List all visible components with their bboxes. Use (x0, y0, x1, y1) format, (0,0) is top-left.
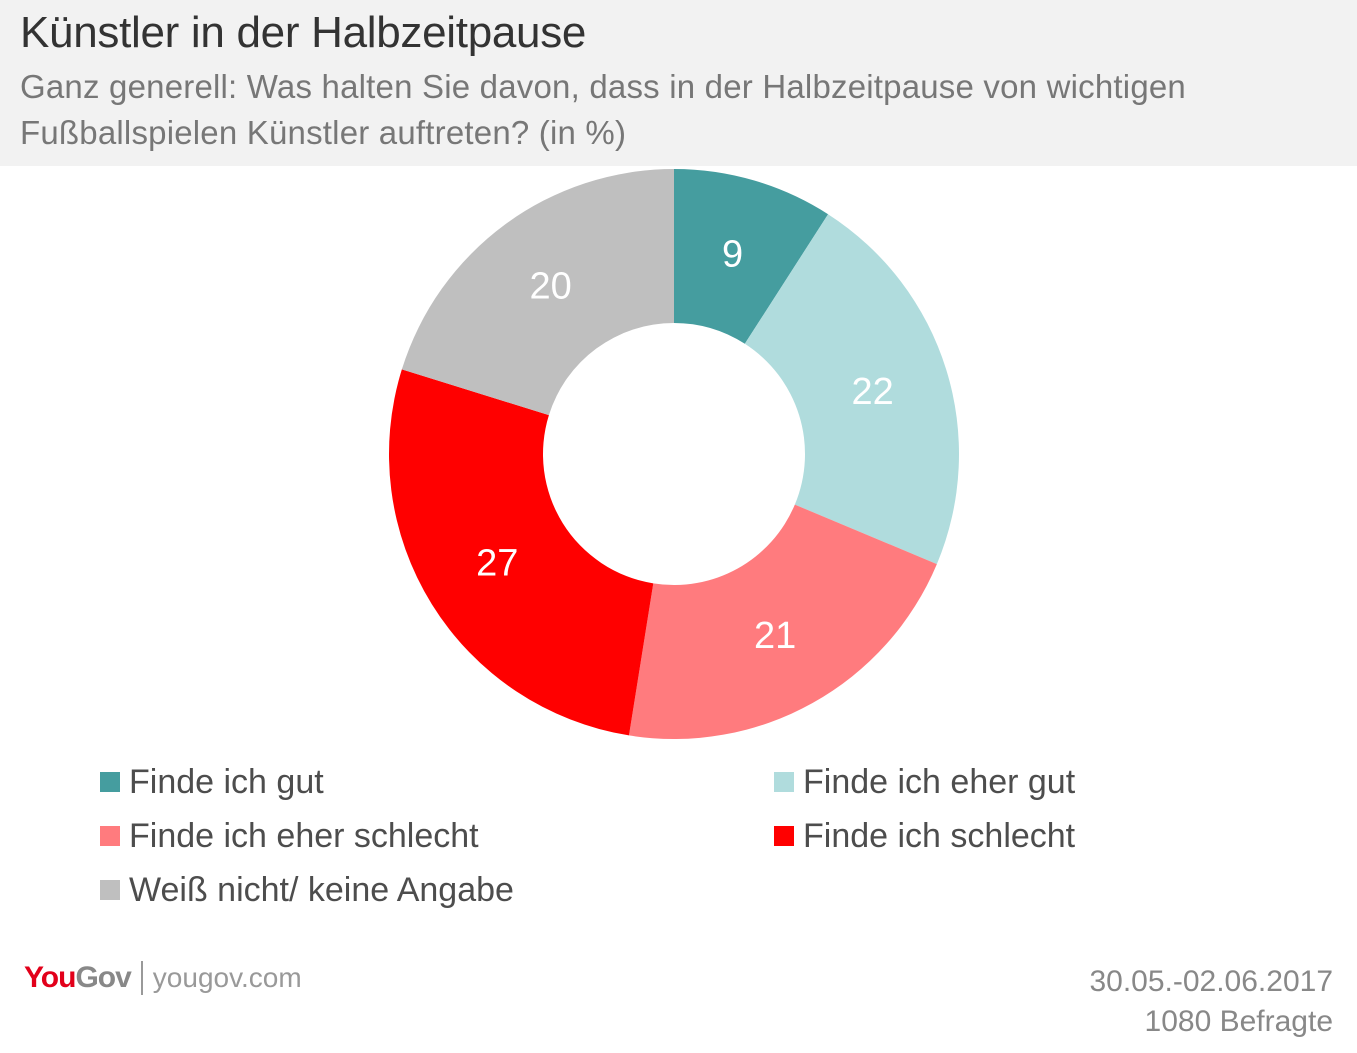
yougov-logo: You Gov yougov.com (24, 958, 302, 998)
respondent-count: 1080 Befragte (1144, 1005, 1333, 1038)
legend-item-weiss-nicht: Weiß nicht/ keine Angabe (100, 870, 514, 910)
logo-divider (140, 961, 143, 995)
slice-value-label-2: 21 (754, 615, 796, 657)
legend-swatch (100, 880, 120, 900)
legend-label: Finde ich eher schlecht (129, 816, 479, 855)
header: Künstler in der Halbzeitpause Ganz gener… (0, 0, 1357, 166)
donut-slice-0 (674, 169, 829, 344)
logo-gov: Gov (75, 961, 131, 994)
donut-slice-2 (628, 504, 937, 739)
donut-slice-3 (388, 369, 654, 736)
legend-label: Finde ich gut (129, 762, 324, 801)
slice-value-label-3: 27 (476, 543, 518, 585)
slice-value-label-4: 20 (530, 266, 572, 308)
donut-slice-1 (744, 214, 959, 565)
donut-slice-4 (401, 169, 674, 416)
survey-date: 30.05.-02.06.2017 (1089, 965, 1333, 998)
logo-url[interactable]: yougov.com (152, 962, 302, 993)
legend-label: Weiß nicht/ keine Angabe (129, 870, 514, 909)
legend-item-finde-ich-eher-schlecht: Finde ich eher schlecht (100, 816, 479, 856)
legend-label: Finde ich eher gut (803, 762, 1076, 801)
slice-value-label-0: 9 (722, 233, 743, 275)
slice-value-label-1: 22 (851, 371, 893, 413)
legend-label: Finde ich schlecht (803, 816, 1076, 855)
legend-swatch (100, 826, 120, 846)
legend-item-finde-ich-schlecht: Finde ich schlecht (774, 816, 1075, 856)
legend-swatch (774, 772, 794, 792)
chart-title: Künstler in der Halbzeitpause (20, 8, 587, 57)
legend-item-finde-ich-gut: Finde ich gut (100, 762, 324, 802)
legend-item-finde-ich-eher-gut: Finde ich eher gut (774, 762, 1075, 802)
logo-you: You (24, 961, 76, 994)
chart-subtitle: Ganz generell: Was halten Sie davon, das… (20, 68, 1186, 151)
legend-swatch (100, 772, 120, 792)
legend-swatch (774, 826, 794, 846)
